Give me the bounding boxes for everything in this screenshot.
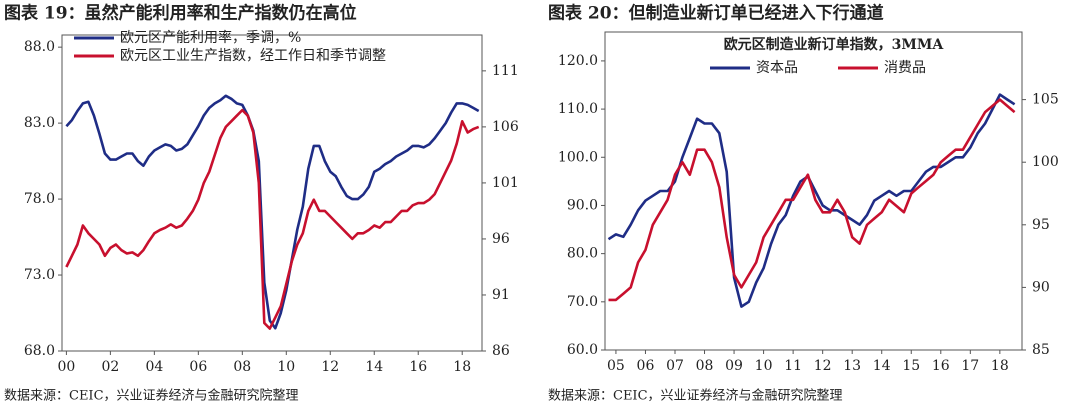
y-tick-label: 73.0 [24,267,55,283]
x-tick-label: 07 [666,358,684,374]
x-tick-label: 18 [453,359,471,375]
x-tick-label: 06 [637,358,655,374]
y-tick-label: 100.0 [558,149,598,165]
y2-tick-label: 101 [492,175,519,191]
x-tick-label: 14 [365,359,383,375]
plot-frame [604,31,1023,351]
y-tick-label: 70.0 [567,294,598,310]
y-tick-label: 60.0 [567,342,598,358]
y-tick-label: 88.0 [24,39,55,55]
x-tick-label: 12 [321,359,339,375]
x-tick-label: 06 [189,359,207,375]
x-tick-label: 04 [145,359,163,375]
y2-tick-label: 106 [492,119,519,135]
x-tick-label: 15 [902,358,920,374]
plot-frame [61,34,483,352]
x-tick-label: 11 [784,358,802,374]
y-tick-label: 120.0 [558,53,598,69]
x-tick-label: 16 [932,358,950,374]
x-tick-label: 08 [696,358,714,374]
chart-source: 数据来源：CEIC，兴业证券经济与金融研究院整理 [4,388,299,404]
y-tick-label: 78.0 [24,191,55,207]
x-tick-label: 18 [991,358,1009,374]
x-tick-label: 02 [101,359,119,375]
series-line [65,94,480,330]
x-tick-label: 05 [607,358,625,374]
y2-tick-label: 85 [1032,342,1050,358]
legend-label: 欧元区工业生产指数，经工作日和季节调整 [120,48,386,64]
legend-label: 消费品 [884,60,926,76]
x-tick-label: 14 [873,358,891,374]
y2-tick-label: 105 [1032,92,1059,108]
x-tick-label: 13 [843,358,861,374]
y-tick-label: 110.0 [558,101,598,117]
x-tick-label: 09 [725,358,743,374]
y-tick-label: 83.0 [24,115,55,131]
y2-tick-label: 100 [1032,154,1059,170]
legend-label: 资本品 [756,60,798,76]
y2-tick-label: 111 [492,63,519,79]
chart-source: 数据来源：CEIC，兴业证券经济与金融研究院整理 [548,388,843,404]
y2-tick-label: 86 [492,343,510,359]
legend-label: 欧元区产能利用率，季调，% [120,29,301,46]
x-tick-label: 17 [961,358,979,374]
series-line [65,108,480,330]
chart-title: 图表 20：但制造业新订单已经进入下行通道 [548,3,884,24]
chart-subtitle: 欧元区制造业新订单指数，3MMA [724,36,945,53]
y2-tick-label: 96 [492,231,510,247]
series-line [607,93,1016,308]
y-tick-label: 80.0 [567,246,598,262]
x-tick-label: 10 [277,359,295,375]
y-tick-label: 68.0 [24,343,55,359]
y2-tick-label: 90 [1032,279,1050,295]
x-tick-label: 08 [233,359,251,375]
x-tick-label: 10 [755,358,773,374]
chart-title: 图表 19：虽然产能利用率和生产指数仍在高位 [4,3,357,24]
y-tick-label: 90.0 [567,197,598,213]
x-tick-label: 00 [57,359,75,375]
y2-tick-label: 91 [492,287,510,303]
series-line [608,98,1016,302]
x-tick-label: 16 [409,359,427,375]
x-tick-label: 12 [814,358,832,374]
y2-tick-label: 95 [1032,217,1050,233]
